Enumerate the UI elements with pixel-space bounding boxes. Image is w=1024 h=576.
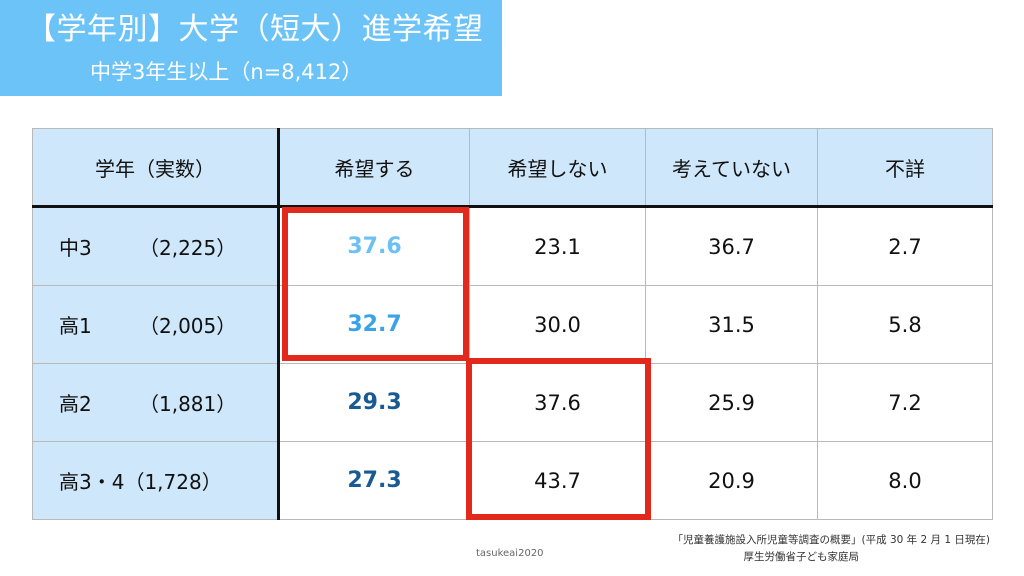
header-hope: 希望する [278,128,470,207]
cell-unknown: 5.8 [817,285,993,364]
page-title: 【学年別】大学（短大）進学希望 [26,12,484,47]
header-grade: 学年（実数） [32,128,280,207]
cell-no-hope: 23.1 [469,206,646,286]
cell-unknown: 2.7 [817,206,993,286]
data-table-container: 学年（実数） 希望する 希望しない 考えていない 不詳 中3 （2,225） 37… [32,128,993,520]
cell-unknown: 7.2 [817,363,993,442]
header-unknown: 不詳 [817,128,993,207]
row-label: 高2 （1,881） [32,363,280,442]
source-line-2: 厚生労働省子ども家庭局 [743,551,860,563]
cell-hope: 27.3 [278,441,470,520]
cell-no-hope: 30.0 [469,285,646,364]
cell-hope: 37.6 [278,206,470,286]
grade-count: （2,225） [139,236,237,260]
table-row: 高2 （1,881） 29.3 37.6 25.9 7.2 [32,363,993,442]
cell-not-thinking: 31.5 [645,285,818,364]
grade-label: 高2 [59,392,92,416]
cell-hope: 32.7 [278,285,470,364]
row-label: 中3 （2,225） [32,206,280,286]
grade-count: （1,881） [139,392,237,416]
header-not-thinking: 考えていない [645,128,818,207]
cell-not-thinking: 36.7 [645,206,818,286]
table-row: 高1 （2,005） 32.7 30.0 31.5 5.8 [32,285,993,364]
title-banner: 【学年別】大学（短大）進学希望 中学3年生以上（n=8,412） [0,0,502,96]
header-no-hope: 希望しない [469,128,646,207]
grade-label: 中3 [59,236,92,260]
row-label: 高3・4（1,728） [32,441,280,520]
page-subtitle: 中学3年生以上（n=8,412） [90,60,363,84]
cell-no-hope: 43.7 [469,441,646,520]
cell-not-thinking: 20.9 [645,441,818,520]
grade-count: （1,728） [124,470,222,494]
cell-hope: 29.3 [278,363,470,442]
row-label: 高1 （2,005） [32,285,280,364]
table-row: 高3・4（1,728） 27.3 43.7 20.9 8.0 [32,441,993,520]
table-row: 中3 （2,225） 37.6 23.1 36.7 2.7 [32,206,993,286]
data-table: 学年（実数） 希望する 希望しない 考えていない 不詳 中3 （2,225） 37… [32,128,993,520]
cell-not-thinking: 25.9 [645,363,818,442]
grade-count: （2,005） [139,314,237,338]
cell-no-hope: 37.6 [469,363,646,442]
table-header-row: 学年（実数） 希望する 希望しない 考えていない 不詳 [32,128,993,207]
grade-label: 高1 [59,314,92,338]
source-line-1: 「児童養護施設入所児童等調査の概要」(平成 30 年 2 月 1 日現在) [672,534,990,546]
grade-label: 高3・4 [59,470,125,494]
cell-unknown: 8.0 [817,441,993,520]
credit-text: tasukeai2020 [476,548,544,559]
source-citation: 「児童養護施設入所児童等調査の概要」(平成 30 年 2 月 1 日現在) 厚生… [673,532,990,566]
